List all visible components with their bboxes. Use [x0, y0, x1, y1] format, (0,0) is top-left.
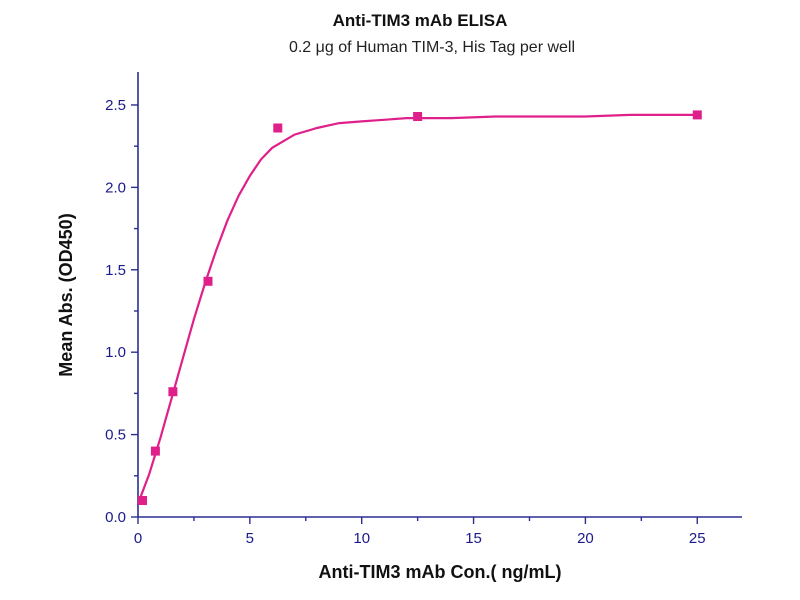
- data-point: [692, 110, 702, 120]
- x-tick-label: 10: [353, 530, 370, 547]
- y-tick-label: 2.0: [105, 179, 126, 196]
- x-axis-label: Anti-TIM3 mAb Con.( ng/mL): [319, 562, 562, 582]
- data-point: [203, 276, 213, 286]
- y-tick-label: 2.5: [105, 97, 126, 114]
- x-tick-label: 25: [689, 530, 706, 547]
- x-tick-label: 5: [246, 530, 254, 547]
- fit-curve: [136, 113, 698, 505]
- data-point: [413, 112, 423, 121]
- data-points: [138, 110, 702, 505]
- y-tick-label: 0.0: [105, 509, 126, 526]
- data-point: [150, 446, 160, 456]
- chart-subtitle: 0.2 μg of Human TIM-3, His Tag per well: [289, 39, 575, 56]
- y-tick-label: 0.5: [105, 427, 126, 444]
- axis-ticks: 0 5 10 15 20 25 0.0 0.5 1.0 1.5 2.0 2.5: [105, 97, 705, 547]
- chart-title: Anti-TIM3 mAb ELISA: [333, 11, 508, 30]
- x-tick-label: 15: [465, 530, 482, 547]
- data-point: [168, 387, 178, 397]
- y-axis-label: Mean Abs. (OD450): [56, 213, 76, 376]
- y-tick-label: 1.5: [105, 262, 126, 279]
- x-tick-label: 0: [134, 530, 142, 547]
- data-point: [138, 496, 147, 505]
- y-tick-label: 1.0: [105, 344, 126, 361]
- x-tick-label: 20: [577, 530, 594, 547]
- data-point: [273, 123, 283, 133]
